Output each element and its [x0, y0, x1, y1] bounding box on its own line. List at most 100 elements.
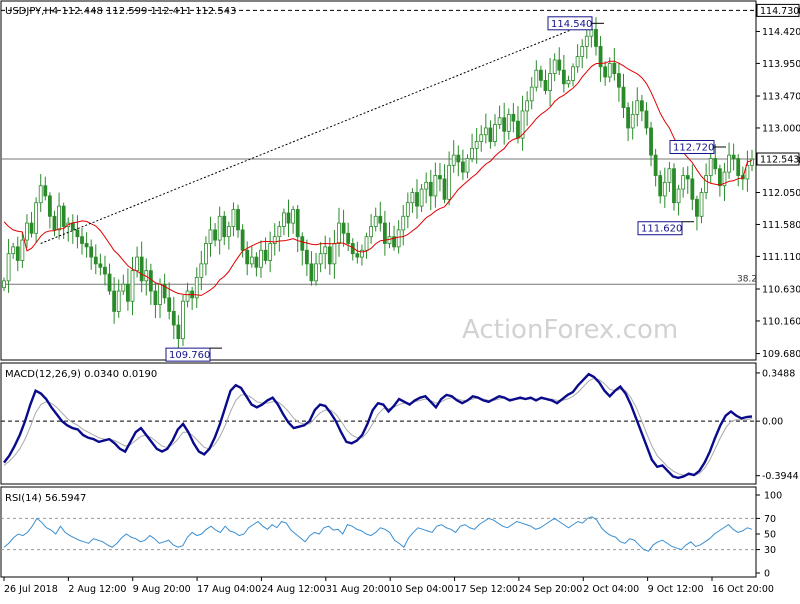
top-level-badge: 114.730: [760, 6, 799, 17]
candle-body: [681, 175, 686, 190]
candle-body: [497, 117, 502, 125]
price-y-tick-label: 113.950: [762, 59, 800, 70]
candle-body: [745, 164, 750, 180]
candle-body: [373, 215, 378, 227]
candle-body: [566, 79, 571, 85]
candle-body: [598, 46, 603, 68]
candle-body: [38, 185, 43, 204]
candle-body: [162, 283, 167, 299]
price-y-tick-label: 109.680: [762, 349, 800, 360]
candle-body: [116, 290, 121, 312]
candle-body: [318, 253, 323, 265]
candle-body: [240, 229, 245, 251]
candle-body: [520, 110, 525, 139]
price-y-tick-label: 114.420: [762, 27, 800, 38]
candle-body: [300, 236, 305, 251]
candle-body: [245, 249, 250, 265]
candle-body: [639, 100, 644, 112]
price-annotation-box: [637, 221, 683, 236]
moving-average-line: [3, 60, 753, 296]
x-tick-label: 17 Sep 12:00: [455, 584, 518, 595]
candle-body: [259, 249, 263, 268]
candle-body: [685, 175, 690, 180]
candle-body: [15, 246, 20, 261]
candle-body: [584, 35, 589, 47]
candle-body: [103, 266, 107, 275]
candle-body: [194, 277, 199, 299]
candle-body: [405, 202, 410, 217]
candle-body: [171, 311, 176, 326]
candle-body: [254, 256, 259, 268]
candle-body: [433, 175, 438, 197]
candle-body: [98, 263, 103, 268]
rsi-layer: [1, 516, 756, 552]
candle-body: [43, 185, 48, 197]
candle-body: [708, 158, 713, 176]
candle-body: [690, 178, 695, 200]
candle-body: [369, 226, 374, 238]
candle-body: [387, 236, 392, 244]
candle-body: [552, 59, 557, 74]
top-level-badge-box: [756, 3, 800, 17]
candle-body: [653, 154, 658, 176]
candle-body: [571, 66, 575, 81]
rsi-y-tick-label: 50: [764, 530, 776, 541]
candle-body: [204, 243, 208, 265]
candle-body: [337, 222, 341, 244]
candle-body: [291, 209, 296, 224]
candle-body: [126, 283, 130, 302]
candle-body: [148, 270, 153, 292]
rsi-y-tick-label: 0: [764, 569, 770, 580]
candle-body: [662, 181, 667, 197]
candle-body: [80, 236, 84, 244]
candle-body: [263, 249, 268, 261]
candle-body: [355, 253, 360, 258]
candle-body: [539, 69, 543, 81]
candle-body: [20, 239, 25, 261]
candle-body: [70, 222, 75, 231]
candle-body: [479, 134, 484, 142]
candle-body: [488, 127, 493, 142]
candle-body: [135, 256, 139, 272]
candle-body: [506, 113, 511, 132]
candle-body: [465, 158, 470, 173]
price-y-tick-label: 111.110: [762, 252, 800, 263]
candle-body: [557, 59, 562, 71]
candle-body: [713, 158, 718, 170]
price-y-tick-label: 111.580: [762, 220, 800, 231]
candle-body: [268, 243, 273, 261]
candle-body: [424, 181, 429, 190]
candle-body: [460, 161, 465, 173]
x-tick-label: 31 Aug 20:00: [326, 584, 390, 595]
candle-body: [667, 168, 672, 183]
candle-body: [34, 202, 39, 234]
candle-body: [89, 246, 94, 258]
price-annotation-box: [165, 347, 211, 362]
candle-body: [158, 283, 162, 306]
candle-body: [727, 154, 731, 173]
candle-body: [346, 232, 351, 244]
candle-body: [392, 236, 396, 248]
x-tick-label: 24 Sep 20:00: [519, 584, 582, 595]
rsi-pane-frame: [0, 486, 757, 578]
candle-body: [2, 280, 6, 289]
candle-body: [360, 249, 364, 258]
candle-body: [529, 86, 534, 102]
candle-body: [396, 229, 401, 248]
current-price-badge: 112.543: [760, 155, 799, 166]
candle-body: [231, 209, 236, 227]
candle-body: [483, 127, 488, 136]
candle-body: [672, 168, 676, 204]
price-pane-title: USDJPY,H4 112.448 112.599 112.411 112.54…: [5, 6, 236, 17]
candle-body: [272, 236, 277, 244]
candle-body: [217, 215, 222, 241]
price-y-tick-label: 113.000: [762, 123, 800, 134]
candle-body: [314, 263, 318, 282]
rsi-pane-title: RSI(14) 56.5947: [5, 493, 86, 504]
candle-body: [249, 256, 254, 265]
candle-body: [25, 222, 29, 241]
candle-body: [516, 120, 520, 139]
current-price-badge-box: [756, 152, 800, 166]
x-tick-label: 17 Aug 04:00: [197, 584, 261, 595]
